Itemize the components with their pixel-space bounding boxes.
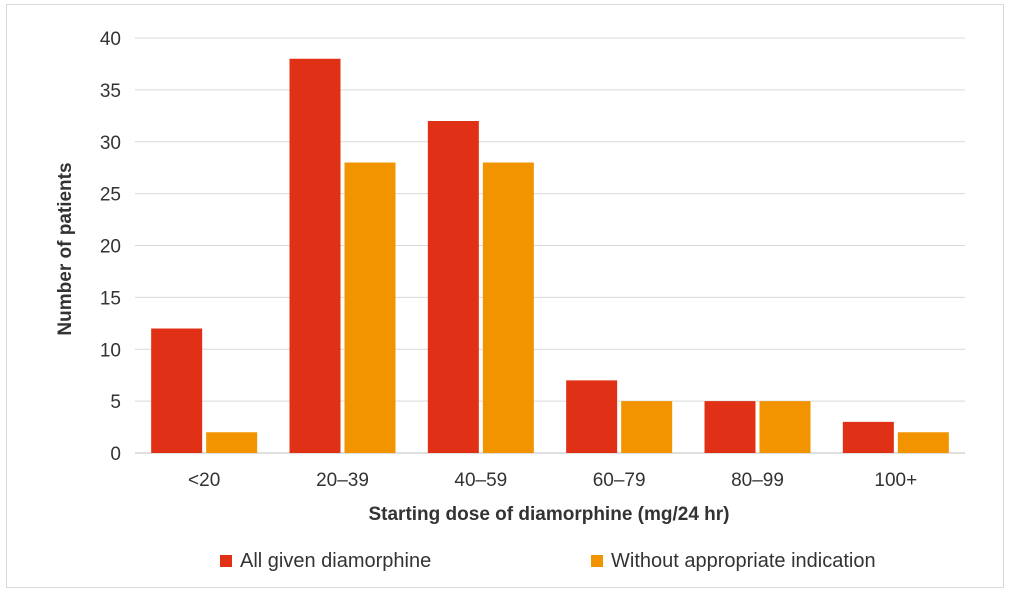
legend-label: Without appropriate indication	[611, 550, 876, 572]
bar-chart: 0 5 10 15 20 25 30 35 40 <20 20–39 40–59 60–79 80–99…	[55, 29, 965, 572]
bar-all-given	[289, 58, 341, 453]
bar-without-indication	[621, 401, 673, 453]
y-tick-label: 35	[100, 81, 121, 102]
bar-without-indication	[897, 432, 949, 453]
x-tick-label: 40–59	[454, 470, 507, 491]
legend-swatch	[220, 555, 232, 567]
bar-without-indication	[206, 432, 258, 453]
x-tick-label: 80–99	[731, 470, 784, 491]
x-tick-label: 100+	[874, 470, 917, 491]
y-tick-label: 10	[100, 340, 121, 361]
gridlines	[135, 37, 965, 454]
x-tick-label: <20	[188, 470, 220, 491]
legend-swatch	[591, 555, 603, 567]
y-tick-label: 5	[110, 392, 121, 413]
x-axis-title: Starting dose of diamorphine (mg/24 hr)	[368, 504, 729, 525]
y-tick-label: 40	[100, 29, 121, 50]
x-tick-label: 20–39	[316, 470, 369, 491]
y-tick-label: 30	[100, 133, 121, 154]
y-tick-label: 25	[100, 185, 121, 206]
bar-without-indication	[344, 162, 396, 453]
y-axis-ticks: 0 5 10 15 20 25 30 35 40	[100, 29, 121, 465]
bar-all-given	[842, 421, 894, 453]
x-axis-ticks: <20 20–39 40–59 60–79 80–99 100+	[188, 470, 917, 491]
bar-all-given	[427, 121, 479, 453]
chart-frame: 0 5 10 15 20 25 30 35 40 <20 20–39 40–59 60–79 80–99…	[6, 4, 1004, 588]
bar-all-given	[151, 328, 203, 453]
bar-all-given	[566, 380, 618, 453]
legend: All given diamorphine Without appropriate…	[220, 550, 876, 572]
bar-without-indication	[759, 401, 811, 453]
legend-label: All given diamorphine	[240, 550, 431, 572]
bars	[151, 58, 949, 453]
x-tick-label: 60–79	[593, 470, 646, 491]
y-tick-label: 20	[100, 237, 121, 258]
y-axis-title: Number of patients	[55, 162, 76, 335]
bar-without-indication	[482, 162, 534, 453]
bar-all-given	[704, 401, 756, 453]
y-tick-label: 15	[100, 288, 121, 309]
y-tick-label: 0	[110, 444, 121, 465]
